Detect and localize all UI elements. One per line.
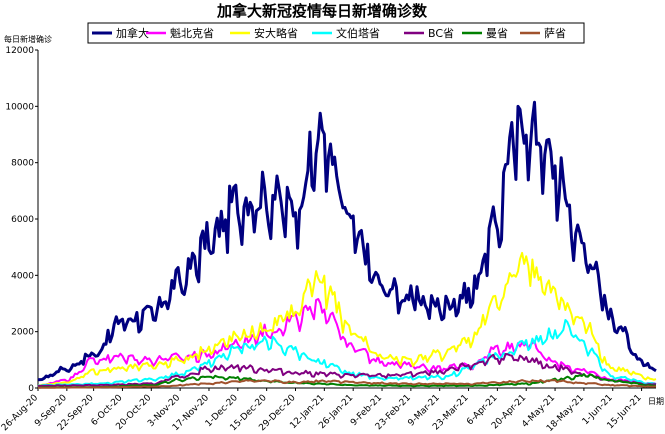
legend-label-1: 魁北克省 bbox=[170, 26, 214, 40]
chart-title: 加拿大新冠疫情每日新增确诊数 bbox=[216, 2, 428, 20]
series-line-6 bbox=[38, 379, 657, 389]
y-axis-label: 每日新增确诊 bbox=[4, 34, 52, 44]
legend-label-5: 曼省 bbox=[486, 27, 508, 40]
x-tick-label: 26-Aug-20 bbox=[0, 393, 40, 433]
series-line-3 bbox=[37, 319, 657, 387]
series-line-4 bbox=[37, 353, 656, 388]
x-axis-label: 日期 bbox=[648, 397, 664, 406]
legend-label-0: 加拿大 bbox=[116, 26, 149, 40]
series-line-1 bbox=[37, 298, 657, 387]
legend: 加拿大 魁北克省 安大略省 文伯塔省 BC省 曼省 萨省 bbox=[92, 26, 566, 40]
series-group bbox=[37, 100, 657, 389]
y-tick-label: 6000 bbox=[11, 215, 34, 225]
y-tick-label: 12000 bbox=[5, 46, 34, 56]
legend-box bbox=[87, 22, 585, 44]
legend-label-4: BC省 bbox=[428, 27, 454, 40]
legend-label-3: 文伯塔省 bbox=[336, 26, 380, 40]
series-line-0 bbox=[37, 100, 657, 382]
legend-label-6: 萨省 bbox=[544, 27, 566, 40]
y-tick-label: 10000 bbox=[5, 102, 34, 112]
y-tick-label: 0 bbox=[28, 384, 34, 394]
legend-label-2: 安大略省 bbox=[254, 26, 298, 40]
y-tick-label: 2000 bbox=[11, 328, 34, 338]
y-tick-label: 4000 bbox=[11, 271, 34, 281]
series-line-2 bbox=[37, 251, 657, 387]
y-tick-label: 8000 bbox=[11, 159, 34, 169]
